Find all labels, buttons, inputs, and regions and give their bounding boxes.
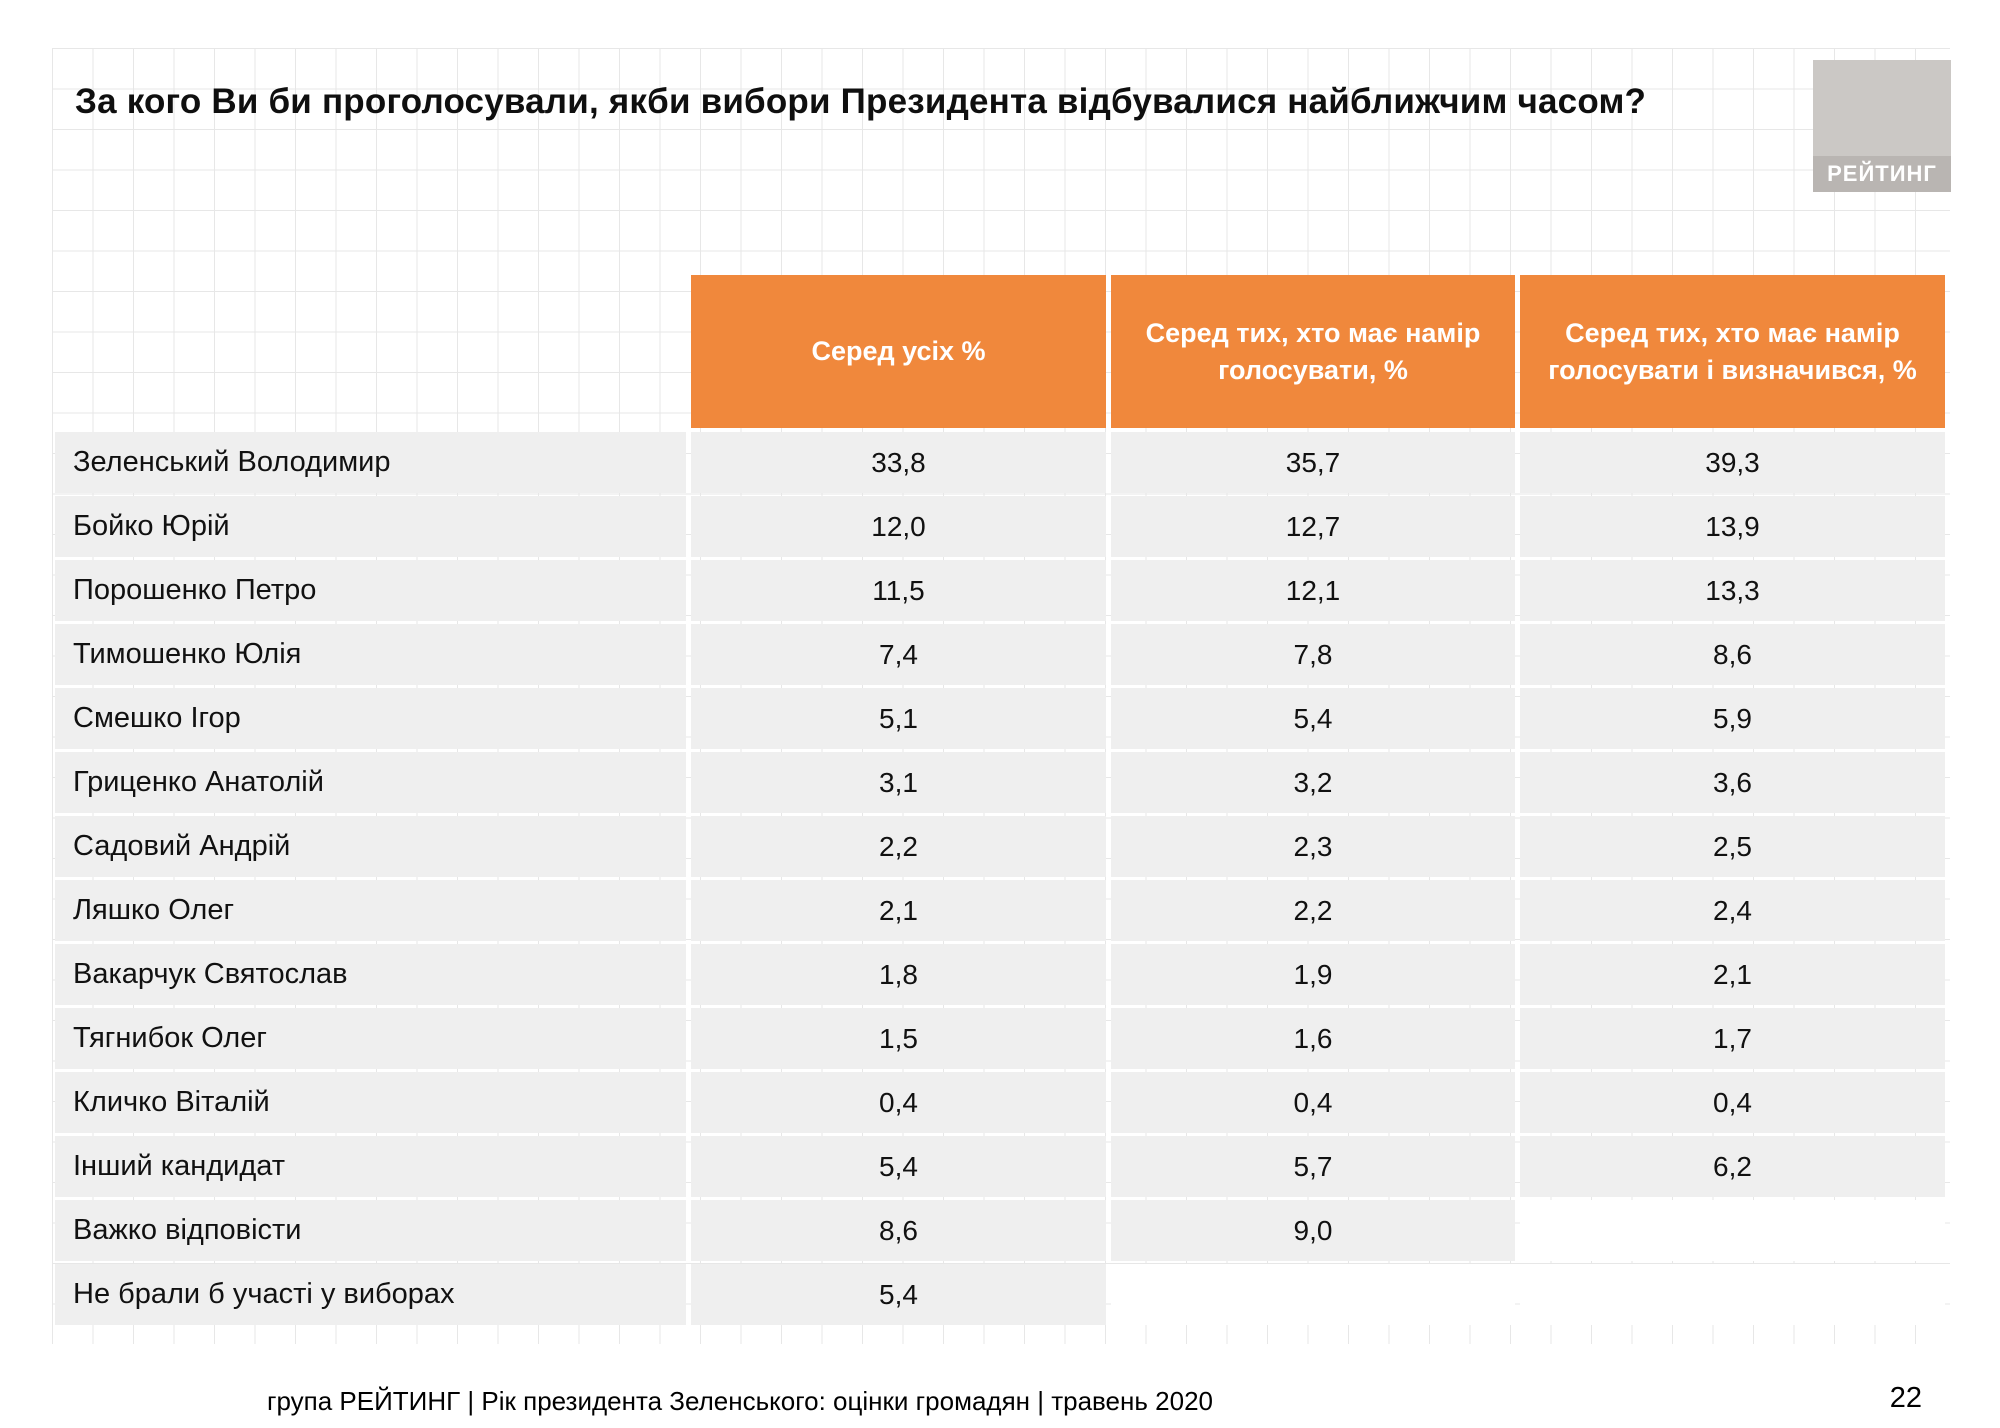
candidate-name-cell: Інший кандидат (55, 1136, 686, 1197)
value-cell: 2,5 (1520, 816, 1945, 877)
value-cell: 5,1 (691, 688, 1106, 749)
value-cell (1520, 1264, 1945, 1325)
value-cell: 7,4 (691, 624, 1106, 685)
value-cell: 0,4 (1520, 1072, 1945, 1133)
header-spacer (55, 275, 686, 428)
table-row: Не брали б участі у виборах 5,4 (55, 1264, 1945, 1325)
candidate-name-cell: Тимошенко Юлія (55, 624, 686, 685)
table-row: Порошенко Петро 11,5 12,1 13,3 (55, 560, 1945, 621)
table-row: Смешко Ігор 5,1 5,4 5,9 (55, 688, 1945, 749)
value-cell: 0,4 (1111, 1072, 1515, 1133)
value-cell: 2,4 (1520, 880, 1945, 941)
candidate-name-cell: Смешко Ігор (55, 688, 686, 749)
table-row: Садовий Андрій 2,2 2,3 2,5 (55, 816, 1945, 877)
value-cell: 0,4 (691, 1072, 1106, 1133)
value-cell: 39,3 (1520, 432, 1945, 493)
table-row: Вакарчук Святослав 1,8 1,9 2,1 (55, 944, 1945, 1005)
value-cell: 12,7 (1111, 496, 1515, 557)
value-cell: 5,4 (691, 1136, 1106, 1197)
value-cell: 3,2 (1111, 752, 1515, 813)
value-cell (1520, 1200, 1945, 1261)
value-cell: 1,9 (1111, 944, 1515, 1005)
value-cell: 3,6 (1520, 752, 1945, 813)
value-cell: 35,7 (1111, 432, 1515, 493)
candidate-name-cell: Садовий Андрій (55, 816, 686, 877)
table-row: Тягнибок Олег 1,5 1,6 1,7 (55, 1008, 1945, 1069)
value-cell: 3,1 (691, 752, 1106, 813)
value-cell: 1,6 (1111, 1008, 1515, 1069)
candidate-name-cell: Гриценко Анатолій (55, 752, 686, 813)
candidate-name-cell: Зеленський Володимир (55, 432, 686, 493)
value-cell: 2,1 (1520, 944, 1945, 1005)
value-cell (1111, 1264, 1515, 1325)
table-row: Кличко Віталій 0,4 0,4 0,4 (55, 1072, 1945, 1133)
results-table: Серед усіх % Серед тих, хто має намір го… (55, 275, 1945, 1328)
table-row: Гриценко Анатолій 3,1 3,2 3,6 (55, 752, 1945, 813)
candidate-name-cell: Порошенко Петро (55, 560, 686, 621)
table-row: Інший кандидат 5,4 5,7 6,2 (55, 1136, 1945, 1197)
value-cell: 5,7 (1111, 1136, 1515, 1197)
candidate-name-cell: Кличко Віталій (55, 1072, 686, 1133)
value-cell: 12,0 (691, 496, 1106, 557)
value-cell: 2,2 (1111, 880, 1515, 941)
value-cell: 33,8 (691, 432, 1106, 493)
rating-logo: РЕЙТИНГ (1813, 60, 1951, 192)
candidate-name-cell: Ляшко Олег (55, 880, 686, 941)
rating-logo-label: РЕЙТИНГ (1813, 156, 1951, 192)
column-header-intend-and-decided: Серед тих, хто має намір голосувати і ви… (1520, 275, 1945, 428)
footer-caption: група РЕЙТИНГ | Рік президента Зеленсько… (266, 1386, 1213, 1416)
value-cell: 13,3 (1520, 560, 1945, 621)
value-cell: 7,8 (1111, 624, 1515, 685)
value-cell: 12,1 (1111, 560, 1515, 621)
candidate-name-cell: Не брали б участі у виборах (55, 1264, 686, 1325)
table-body: Зеленський Володимир 33,8 35,7 39,3 Бойко Юр… (55, 432, 1945, 1325)
value-cell: 2,2 (691, 816, 1106, 877)
value-cell: 13,9 (1520, 496, 1945, 557)
page-title: За кого Ви би проголосували, якби вибори… (75, 82, 1647, 121)
candidate-name-cell: Тягнибок Олег (55, 1008, 686, 1069)
value-cell: 6,2 (1520, 1136, 1945, 1197)
value-cell: 1,5 (691, 1008, 1106, 1069)
table-row: Тимошенко Юлія 7,4 7,8 8,6 (55, 624, 1945, 685)
value-cell: 5,4 (691, 1264, 1106, 1325)
table-row: Важко відповісти 8,6 9,0 (55, 1200, 1945, 1261)
column-header-intend-to-vote: Серед тих, хто має намір голосувати, % (1111, 275, 1515, 428)
table-header-row: Серед усіх % Серед тих, хто має намір го… (55, 275, 1945, 428)
table-row: Бойко Юрій 12,0 12,7 13,9 (55, 496, 1945, 557)
candidate-name-cell: Бойко Юрій (55, 496, 686, 557)
value-cell: 11,5 (691, 560, 1106, 621)
page-number: 22 (1889, 1382, 1922, 1414)
value-cell: 8,6 (1520, 624, 1945, 685)
candidate-name-cell: Важко відповісти (55, 1200, 686, 1261)
column-header-among-all: Серед усіх % (691, 275, 1106, 428)
value-cell: 5,4 (1111, 688, 1515, 749)
value-cell: 1,7 (1520, 1008, 1945, 1069)
value-cell: 1,8 (691, 944, 1106, 1005)
table-row: Ляшко Олег 2,1 2,2 2,4 (55, 880, 1945, 941)
table-row: Зеленський Володимир 33,8 35,7 39,3 (55, 432, 1945, 493)
value-cell: 2,1 (691, 880, 1106, 941)
value-cell: 9,0 (1111, 1200, 1515, 1261)
value-cell: 5,9 (1520, 688, 1945, 749)
value-cell: 8,6 (691, 1200, 1106, 1261)
value-cell: 2,3 (1111, 816, 1515, 877)
candidate-name-cell: Вакарчук Святослав (55, 944, 686, 1005)
